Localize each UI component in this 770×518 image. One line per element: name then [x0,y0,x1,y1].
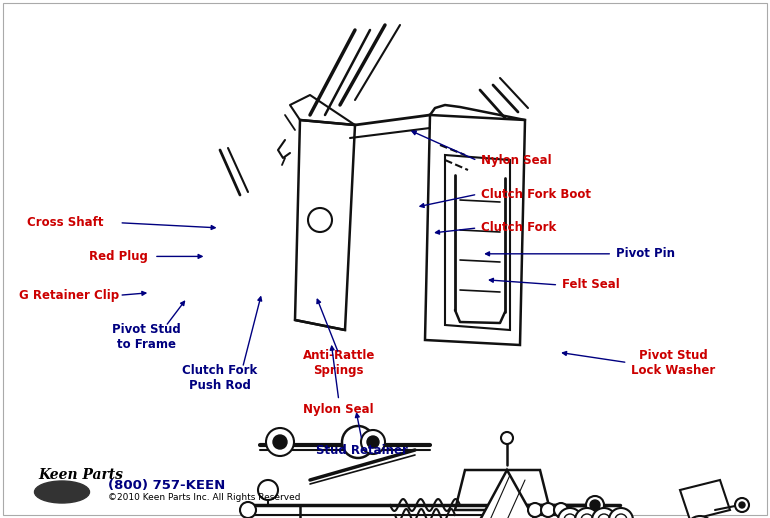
Polygon shape [680,480,730,518]
Circle shape [598,514,610,518]
Text: ©2010 Keen Parts Inc. All Rights Reserved: ©2010 Keen Parts Inc. All Rights Reserve… [108,494,300,502]
Circle shape [273,435,287,449]
Text: Pivot Pin: Pivot Pin [616,247,675,261]
Text: Anti-Rattle
Springs: Anti-Rattle Springs [303,349,375,377]
Circle shape [592,508,616,518]
Circle shape [308,208,332,232]
Circle shape [564,514,576,518]
Text: Pivot Stud
Lock Washer: Pivot Stud Lock Washer [631,349,715,377]
Circle shape [541,503,555,517]
Circle shape [558,508,582,518]
Text: Clutch Fork
Push Rod: Clutch Fork Push Rod [182,364,257,392]
Ellipse shape [35,481,89,503]
Circle shape [735,498,749,512]
Text: Nylon Seal: Nylon Seal [303,402,374,416]
Polygon shape [455,470,550,510]
Text: Clutch Fork: Clutch Fork [481,221,557,235]
Text: Cross Shaft: Cross Shaft [27,216,103,229]
Circle shape [575,508,599,518]
Text: Felt Seal: Felt Seal [562,278,620,292]
Text: Clutch Fork Boot: Clutch Fork Boot [481,188,591,201]
Text: G Retainer Clip: G Retainer Clip [19,289,119,302]
Polygon shape [445,155,510,330]
Circle shape [581,514,593,518]
Polygon shape [295,120,355,330]
Circle shape [739,502,745,508]
Text: Stud Retainer: Stud Retainer [316,444,408,457]
Text: Pivot Stud
to Frame: Pivot Stud to Frame [112,323,181,351]
Circle shape [528,503,542,517]
Circle shape [586,496,604,514]
Circle shape [590,500,600,510]
Circle shape [361,430,385,454]
Circle shape [367,436,379,448]
Circle shape [266,428,294,456]
Circle shape [554,503,568,517]
Circle shape [258,480,278,500]
Text: Nylon Seal: Nylon Seal [481,154,552,167]
Text: Keen Parts: Keen Parts [38,468,123,482]
Circle shape [686,516,714,518]
Circle shape [342,426,374,458]
Circle shape [615,514,627,518]
Circle shape [609,508,633,518]
Circle shape [501,432,513,444]
Polygon shape [425,115,525,345]
Polygon shape [480,470,535,518]
Text: Red Plug: Red Plug [89,250,147,263]
Circle shape [240,502,256,518]
Text: (800) 757-KEEN: (800) 757-KEEN [108,479,226,492]
